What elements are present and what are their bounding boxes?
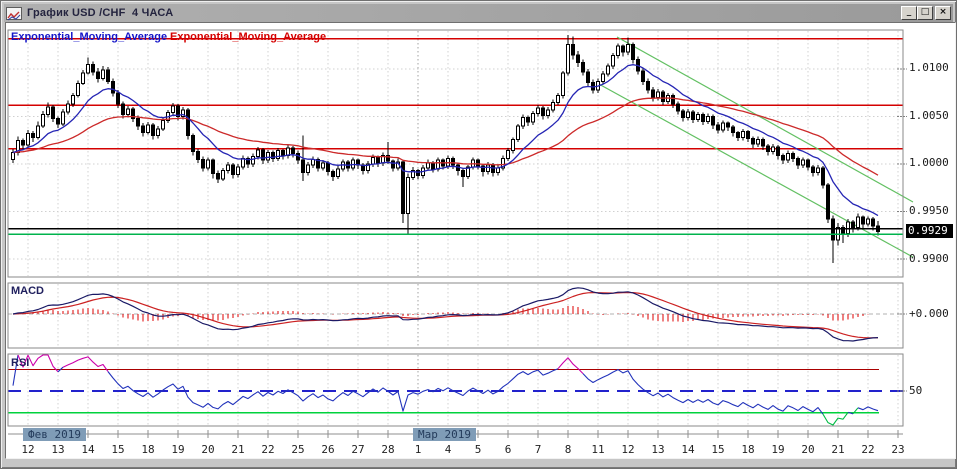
minimize-button[interactable]: _: [901, 6, 917, 20]
macd-signal-line: [12, 292, 878, 339]
candles: [10, 34, 881, 263]
day-tick-label: 11: [591, 443, 605, 456]
day-tick-label: 4: [444, 443, 452, 456]
chart-icon[interactable]: [6, 6, 22, 20]
price-axis-label: 0.9950: [909, 204, 949, 217]
day-tick-label: 1: [414, 443, 422, 456]
day-tick-label: 7: [534, 443, 542, 456]
ema-fast-line: [12, 64, 879, 217]
macd-panel-label: MACD: [11, 285, 44, 297]
rsi-panel-label: RSI: [11, 357, 30, 369]
rsi-line: [12, 354, 879, 426]
day-tick-label: 28: [381, 443, 395, 456]
day-tick-label: 13: [51, 443, 65, 456]
panel-borders: [7, 29, 904, 427]
day-tick-label: 12: [21, 443, 35, 456]
day-tick-label: 22: [261, 443, 275, 456]
ema-slow-line: [12, 97, 879, 176]
day-tick-label: 25: [291, 443, 305, 456]
current-price-badge: 0.9929: [906, 224, 953, 238]
resistance-lines: [8, 37, 903, 150]
ema-fast-label: Exponential_Moving_Average: [11, 31, 168, 43]
day-tick-label: 15: [111, 443, 125, 456]
day-tick-label: 20: [801, 443, 815, 456]
day-tick-label: 19: [171, 443, 185, 456]
day-tick-label: 6: [504, 443, 512, 456]
day-tick-label: 14: [681, 443, 695, 456]
day-tick-label: 27: [351, 443, 365, 456]
month-badge: Фев 2019: [23, 428, 86, 441]
day-tick-label: 22: [861, 443, 875, 456]
day-tick-label: 15: [711, 443, 725, 456]
price-axis-label: 1.0100: [909, 61, 949, 74]
ema-slow-label: Exponential_Moving_Average: [170, 31, 327, 43]
day-tick-label: 18: [741, 443, 755, 456]
price-axis-label: 1.0000: [909, 156, 949, 169]
day-tick-label: 18: [141, 443, 155, 456]
day-tick-label: 19: [771, 443, 785, 456]
day-tick-label: 13: [651, 443, 665, 456]
maximize-button[interactable]: □: [917, 6, 933, 20]
price-axis-label: 0.9900: [909, 252, 949, 265]
window-controls: _ □ ×: [901, 6, 951, 20]
day-tick-label: 20: [201, 443, 215, 456]
day-tick-label: 26: [321, 443, 335, 456]
close-button[interactable]: ×: [935, 6, 951, 20]
day-tick-label: 12: [621, 443, 635, 456]
day-tick-label: 23: [891, 443, 905, 456]
macd-zero-axis-label: +0.000: [909, 307, 949, 320]
rsi-mid-axis-label: 50: [909, 384, 923, 397]
day-tick-label: 8: [564, 443, 572, 456]
month-badge: Мар 2019: [413, 428, 476, 441]
support-lines: [8, 227, 903, 236]
title-bar[interactable]: График USD /CHF 4 ЧАСА _ □ ×: [4, 4, 953, 22]
price-axis-label: 1.0050: [909, 109, 949, 122]
day-tick-label: 14: [81, 443, 95, 456]
macd-line: [12, 287, 879, 342]
day-tick-label: 21: [831, 443, 845, 456]
day-tick-label: 21: [231, 443, 245, 456]
window-title: График USD /CHF 4 ЧАСА: [27, 7, 174, 19]
day-tick-label: 5: [474, 443, 482, 456]
